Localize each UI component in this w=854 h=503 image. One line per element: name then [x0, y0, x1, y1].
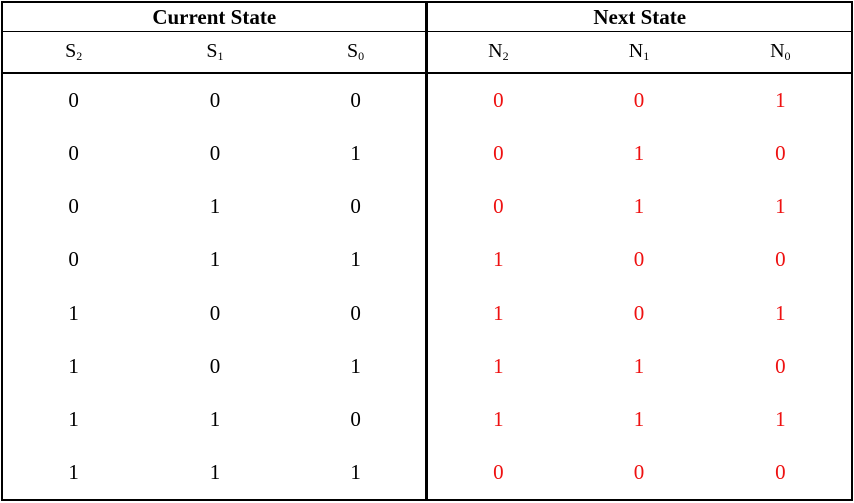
cell-n1: 0 [633, 459, 645, 484]
table-row: 0 1 0 0 1 1 [3, 180, 851, 234]
cell-n1: 0 [633, 88, 645, 113]
cell-s0: 0 [285, 180, 429, 234]
cell-s2: 0 [68, 88, 79, 113]
cell-n1: 0 [633, 247, 645, 272]
table-row: 1 0 1 1 1 0 [3, 339, 851, 393]
cell-s2: 0 [68, 194, 79, 219]
cell-s1: 1 [209, 459, 221, 484]
cell-s2: 0 [68, 141, 79, 166]
cell-n2: 1 [493, 353, 504, 378]
table-row: 1 1 1 0 0 0 [3, 445, 851, 499]
cell-n2: 1 [493, 406, 504, 431]
cell-n2: 1 [493, 247, 504, 272]
column-header-n2: N2 [426, 31, 569, 74]
cell-s0: 1 [285, 233, 429, 287]
next-state-header: Next State [426, 3, 851, 32]
cell-n2: 0 [493, 88, 504, 113]
state-transition-table: Current State Next State S2 S1 S0 N2 N1 … [3, 3, 851, 499]
cell-s1: 0 [209, 141, 221, 166]
table-row: 0 0 0 0 0 1 [3, 73, 851, 128]
cell-n0: 1 [775, 194, 786, 219]
cell-s0: 0 [285, 73, 429, 128]
column-header-row: S2 S1 S0 N2 N1 N0 [3, 31, 851, 74]
cell-s1: 0 [209, 300, 221, 325]
column-header-s0: S0 [285, 31, 429, 74]
cell-s1: 1 [209, 406, 221, 431]
cell-n2: 0 [493, 194, 504, 219]
cell-s2: 1 [68, 459, 79, 484]
cell-n0: 0 [775, 353, 786, 378]
cell-n0: 0 [775, 459, 786, 484]
cell-s1: 1 [209, 247, 221, 272]
cell-s0: 1 [285, 339, 429, 393]
cell-n2: 0 [493, 141, 504, 166]
table-row: 1 1 0 1 1 1 [3, 392, 851, 446]
cell-n1: 1 [633, 141, 645, 166]
table-row: 0 0 1 0 1 0 [3, 127, 851, 181]
cell-s0: 0 [285, 286, 429, 340]
current-state-header: Current State [3, 3, 429, 32]
column-header-s2: S2 [3, 31, 145, 74]
cell-s0: 1 [285, 127, 429, 181]
cell-n0: 1 [775, 300, 786, 325]
cell-s2: 1 [68, 300, 79, 325]
cell-n2: 0 [493, 459, 504, 484]
cell-s2: 0 [68, 247, 79, 272]
cell-n1: 1 [633, 353, 645, 378]
cell-s0: 0 [285, 392, 429, 446]
cell-s0: 1 [285, 445, 429, 499]
cell-n2: 1 [493, 300, 504, 325]
table-row: 0 1 1 1 0 0 [3, 233, 851, 287]
column-header-s1: S1 [144, 31, 286, 74]
cell-s1: 1 [209, 194, 221, 219]
group-header-row: Current State Next State [3, 3, 851, 32]
cell-s2: 1 [68, 353, 79, 378]
cell-n0: 0 [775, 141, 786, 166]
cell-s1: 0 [209, 88, 221, 113]
cell-n0: 1 [775, 88, 786, 113]
table-row: 1 0 0 1 0 1 [3, 286, 851, 340]
column-header-n0: N0 [709, 31, 851, 74]
cell-n0: 0 [775, 247, 786, 272]
cell-s2: 1 [68, 406, 79, 431]
cell-n1: 1 [633, 406, 645, 431]
cell-n1: 1 [633, 194, 645, 219]
cell-n1: 0 [633, 300, 645, 325]
cell-n0: 1 [775, 406, 786, 431]
column-header-n1: N1 [568, 31, 710, 74]
cell-s1: 0 [209, 353, 221, 378]
